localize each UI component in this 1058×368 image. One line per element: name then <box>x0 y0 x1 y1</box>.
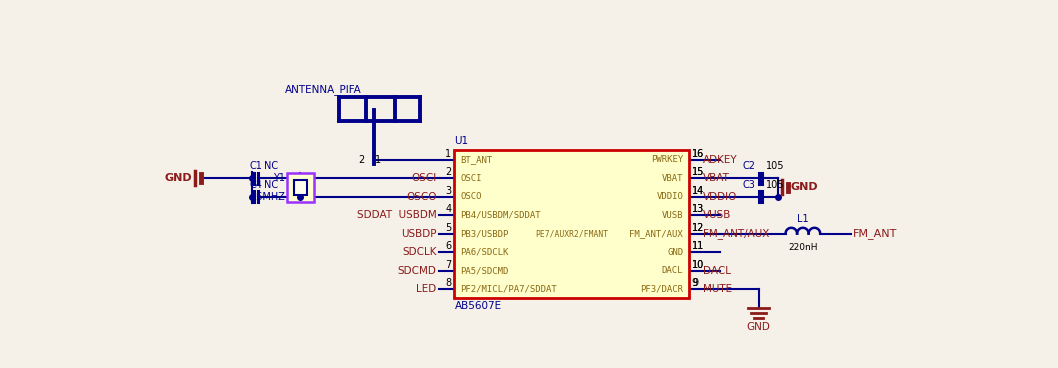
Text: 105: 105 <box>766 180 785 190</box>
Text: 16: 16 <box>692 149 705 159</box>
Text: 8: 8 <box>445 278 452 288</box>
Text: 14: 14 <box>692 186 705 196</box>
Text: VUSB: VUSB <box>661 210 683 220</box>
Text: GND: GND <box>747 322 770 332</box>
Text: MUTE: MUTE <box>704 284 732 294</box>
Text: 14: 14 <box>692 186 704 196</box>
Text: VBAT: VBAT <box>704 173 730 183</box>
Text: GND: GND <box>164 173 191 183</box>
Text: 11: 11 <box>692 241 705 251</box>
Text: 4: 4 <box>445 204 452 214</box>
Text: 15: 15 <box>692 167 705 177</box>
Text: SDCMD: SDCMD <box>398 266 437 276</box>
Text: 9: 9 <box>692 278 698 288</box>
Text: 220nH: 220nH <box>788 243 818 252</box>
Text: VUSB: VUSB <box>704 210 731 220</box>
Text: PE7/AUXR2/FMANT: PE7/AUXR2/FMANT <box>535 229 608 238</box>
Text: ANTENNA_PIFA: ANTENNA_PIFA <box>285 84 362 95</box>
Text: PF2/MICL/PA7/SDDAT: PF2/MICL/PA7/SDDAT <box>460 284 558 294</box>
Text: 12: 12 <box>692 223 704 233</box>
Text: SDCLK: SDCLK <box>402 247 437 257</box>
Text: 6: 6 <box>445 241 452 251</box>
Text: ADKEY: ADKEY <box>704 155 737 164</box>
Text: L1: L1 <box>797 214 808 224</box>
Text: 7: 7 <box>445 260 452 270</box>
Text: 9: 9 <box>692 278 697 288</box>
Text: FM_ANT/AUX: FM_ANT/AUX <box>704 228 769 239</box>
Text: C4: C4 <box>250 180 262 190</box>
Text: VDDIO: VDDIO <box>704 192 737 202</box>
Bar <box>293 180 308 195</box>
Text: 15: 15 <box>692 167 704 177</box>
Text: PB4/USBDM/SDDAT: PB4/USBDM/SDDAT <box>460 210 542 220</box>
Text: C1: C1 <box>250 161 262 171</box>
Text: NC: NC <box>264 180 278 190</box>
Text: 5: 5 <box>445 223 452 233</box>
Text: Y1: Y1 <box>273 173 285 183</box>
Text: BT_ANT: BT_ANT <box>460 155 493 164</box>
Text: PF3/DACR: PF3/DACR <box>640 284 683 294</box>
Text: 13: 13 <box>692 204 704 214</box>
Text: OSCI: OSCI <box>412 173 437 183</box>
Text: AB5607E: AB5607E <box>455 301 501 311</box>
Text: PWRKEY: PWRKEY <box>651 155 683 164</box>
Text: PA5/SDCMD: PA5/SDCMD <box>460 266 509 275</box>
Text: VDDIO: VDDIO <box>656 192 683 201</box>
Text: 13: 13 <box>692 204 705 214</box>
Text: 26MHZ: 26MHZ <box>250 192 285 202</box>
Text: GND: GND <box>667 248 683 256</box>
Text: FM_ANT/AUX: FM_ANT/AUX <box>630 229 683 238</box>
Text: DACL: DACL <box>704 266 731 276</box>
Text: 105: 105 <box>766 161 785 171</box>
Text: SDDAT  USBDM: SDDAT USBDM <box>357 210 437 220</box>
Text: FM_ANT: FM_ANT <box>853 228 897 239</box>
Text: NC: NC <box>264 161 278 171</box>
Text: 1: 1 <box>376 155 381 165</box>
Text: 2: 2 <box>445 167 452 177</box>
Text: LED: LED <box>417 284 437 294</box>
Text: 2: 2 <box>358 155 364 165</box>
Text: C2: C2 <box>743 161 755 171</box>
Text: GND: GND <box>791 183 819 192</box>
Text: 10: 10 <box>692 260 705 270</box>
Bar <box>455 151 690 298</box>
Text: 11: 11 <box>692 241 704 251</box>
Text: U1: U1 <box>455 136 469 146</box>
Text: 12: 12 <box>692 223 705 233</box>
Text: 10: 10 <box>692 260 704 270</box>
Text: 16: 16 <box>692 149 704 159</box>
Text: OSCO: OSCO <box>406 192 437 202</box>
Text: OSCI: OSCI <box>460 174 482 183</box>
Text: PA6/SDCLK: PA6/SDCLK <box>460 248 509 256</box>
Text: OSCO: OSCO <box>460 192 482 201</box>
Text: PB3/USBDP: PB3/USBDP <box>460 229 509 238</box>
Text: 1: 1 <box>445 149 452 159</box>
Text: DACL: DACL <box>661 266 683 275</box>
Bar <box>288 173 313 202</box>
Text: C3: C3 <box>743 180 755 190</box>
Text: 3: 3 <box>445 186 452 196</box>
Text: VBAT: VBAT <box>661 174 683 183</box>
Text: USBDP: USBDP <box>401 229 437 238</box>
